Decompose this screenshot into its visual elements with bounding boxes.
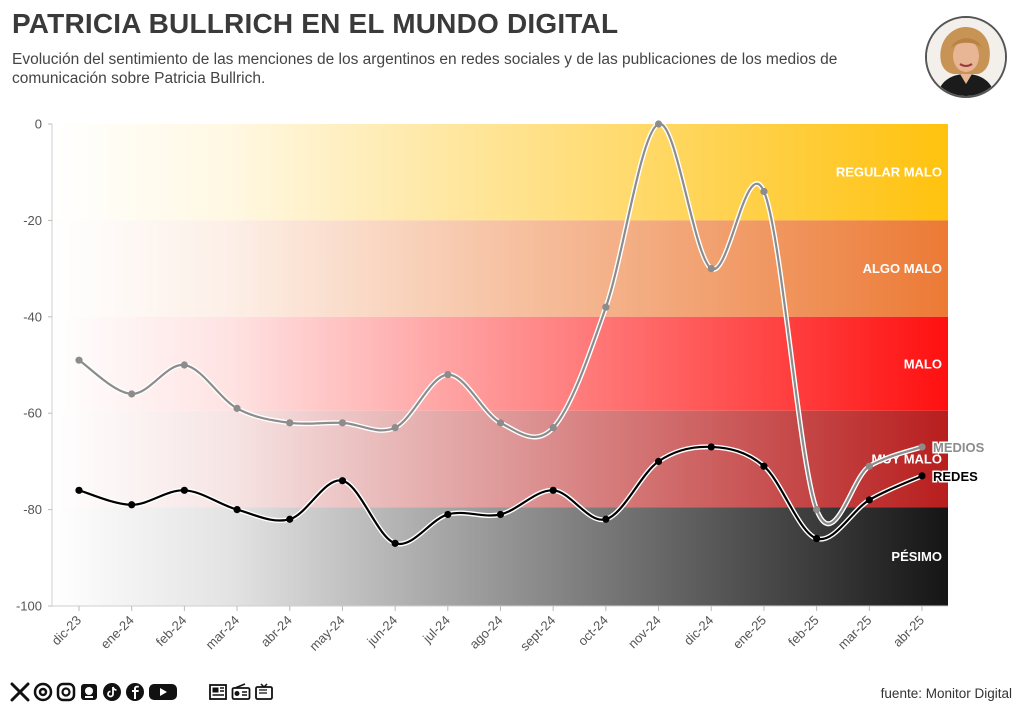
x-tick-label: feb-25 — [785, 613, 822, 650]
tiktok-icon[interactable] — [102, 682, 122, 702]
data-point — [707, 265, 715, 273]
data-point — [549, 424, 557, 432]
x-tick-label: ene-24 — [98, 613, 137, 652]
y-tick-label: -20 — [23, 213, 42, 228]
data-point — [813, 506, 821, 514]
data-point — [391, 539, 399, 547]
data-point — [180, 486, 188, 494]
x-tick-label: mar-25 — [835, 613, 875, 653]
x-tick-label: abr-24 — [258, 613, 295, 650]
data-point — [602, 303, 610, 311]
y-tick-label: 0 — [35, 117, 42, 132]
data-point — [128, 390, 136, 398]
band-label-4: PÉSIMO — [891, 549, 942, 564]
data-point — [918, 443, 926, 451]
x-tick-label: nov-24 — [625, 613, 664, 652]
x-tick-label: dic-23 — [48, 613, 84, 649]
y-tick-label: -40 — [23, 309, 42, 324]
data-point — [496, 419, 505, 427]
data-point — [75, 356, 83, 364]
sentiment-chart: 0 -20 -40 -60 -80 -100 dic-23 ene-24 feb-24 mar-2… — [16, 117, 987, 654]
data-point — [813, 534, 821, 543]
portrait-avatar — [925, 16, 1007, 98]
data-point — [286, 515, 294, 523]
data-point — [707, 443, 715, 451]
x-tick-label: dic-24 — [681, 613, 717, 649]
x-tick-label: feb-24 — [153, 613, 190, 650]
data-point — [654, 457, 663, 465]
data-point — [75, 486, 83, 494]
data-point — [338, 419, 347, 427]
instagram-icon[interactable] — [56, 682, 76, 702]
data-point — [760, 462, 768, 470]
page-subtitle: Evolución del sentimiento de las mencion… — [12, 51, 838, 87]
band-label-1: ALGO MALO — [863, 261, 942, 276]
band-label-0: REGULAR MALO — [836, 165, 942, 180]
radio-icon — [231, 682, 251, 702]
data-point — [496, 510, 505, 519]
series-label-0: MEDIOS — [933, 440, 985, 455]
series-labels: MEDIOS REDES — [932, 438, 987, 485]
facebook-icon[interactable] — [125, 682, 145, 702]
social-icons-bar — [10, 681, 274, 703]
data-point — [180, 361, 188, 369]
data-point — [338, 477, 347, 485]
page-title: PATRICIA BULLRICH EN EL MUNDO DIGITAL — [12, 8, 619, 39]
y-tick-label: -100 — [16, 599, 42, 614]
series-label-1: REDES — [933, 469, 978, 484]
band-label-2: MALO — [904, 356, 942, 371]
tv-icon — [254, 682, 274, 702]
x-tick-label: jul-24 — [419, 613, 453, 647]
data-point — [286, 419, 294, 427]
series-lines — [75, 120, 926, 547]
newspaper-icon — [208, 682, 228, 702]
x-tick-label: ene-25 — [730, 613, 769, 652]
x-tick-label: sept-24 — [517, 613, 558, 654]
x-tick-label: ago-24 — [466, 613, 505, 652]
data-point — [602, 515, 610, 523]
x-icon[interactable] — [10, 682, 30, 702]
data-point — [654, 120, 663, 128]
x-tick-label: oct-24 — [575, 613, 611, 649]
data-point — [233, 506, 241, 514]
x-tick-label: mar-24 — [202, 613, 242, 653]
y-tick-label: -60 — [23, 406, 42, 421]
data-point — [233, 404, 241, 412]
data-point — [760, 187, 768, 196]
data-point — [444, 510, 452, 519]
data-point — [865, 496, 873, 504]
data-point — [128, 501, 136, 509]
series-line-0 — [78, 122, 923, 525]
data-point — [549, 486, 557, 494]
news-icon[interactable] — [79, 682, 99, 702]
youtube-icon[interactable] — [148, 682, 178, 702]
data-point — [918, 472, 926, 480]
data-point — [444, 371, 452, 379]
y-tick-label: -80 — [23, 502, 42, 517]
data-point — [865, 462, 873, 470]
data-point — [391, 424, 399, 432]
x-tick-label: jun-24 — [363, 613, 400, 650]
source-note: fuente: Monitor Digital — [880, 686, 1012, 701]
fade-overlay — [52, 124, 948, 606]
x-tick-label: abr-25 — [890, 613, 927, 650]
x-tick-label: may-24 — [306, 613, 347, 654]
threads-icon[interactable] — [33, 682, 53, 702]
